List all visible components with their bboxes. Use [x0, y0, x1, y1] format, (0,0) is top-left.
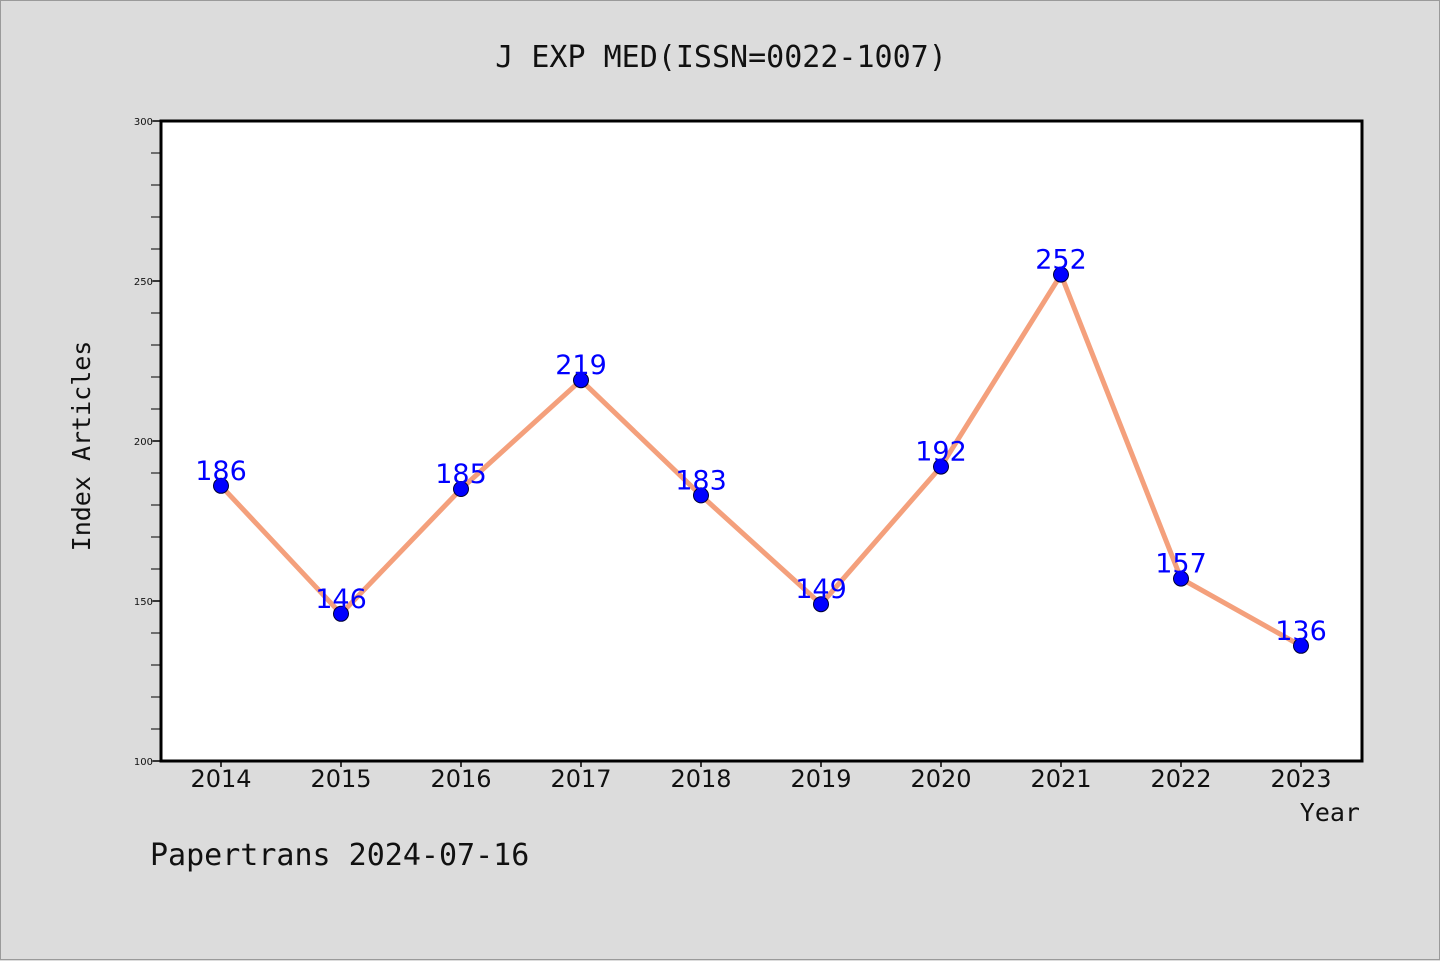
y-tick-label: 100 — [134, 757, 153, 768]
data-point — [813, 596, 829, 613]
data-point — [213, 477, 229, 494]
data-point — [933, 458, 949, 475]
x-tick-label: 2015 — [310, 765, 371, 793]
y-tick-label: 200 — [134, 437, 153, 448]
x-axis-ticks — [220, 761, 1302, 767]
chart-title: J EXP MED(ISSN=0022-1007) — [495, 40, 947, 75]
data-label: 185 — [435, 459, 487, 490]
data-label: 149 — [795, 574, 847, 605]
data-label: 192 — [915, 437, 967, 468]
y-axis-tick-labels: 100 150 200 250 300 — [134, 117, 153, 768]
x-tick-label: 2020 — [910, 765, 971, 793]
x-tick-label: 2018 — [670, 765, 731, 793]
y-tick-label: 300 — [134, 117, 153, 128]
x-tick-label: 2019 — [790, 765, 851, 793]
data-label: 252 — [1035, 245, 1087, 276]
x-tick-label: 2021 — [1030, 765, 1091, 793]
data-point — [333, 605, 349, 622]
y-axis-minor-ticks — [151, 120, 161, 762]
data-label: 157 — [1155, 549, 1207, 580]
data-point — [1293, 637, 1309, 654]
x-axis-label: Year — [1300, 798, 1360, 827]
x-tick-label: 2022 — [1150, 765, 1211, 793]
data-point — [693, 487, 709, 504]
x-tick-label: 2016 — [430, 765, 491, 793]
data-point — [573, 372, 589, 389]
footer-text: Papertrans 2024-07-16 — [150, 838, 529, 873]
y-axis-ticks — [153, 120, 161, 762]
data-point — [1053, 266, 1069, 283]
data-label: 146 — [315, 584, 367, 615]
data-point — [1173, 570, 1189, 587]
data-markers — [213, 266, 1309, 654]
plot-area — [159, 119, 1364, 763]
data-label: 186 — [195, 456, 247, 487]
series-line — [218, 272, 1304, 649]
x-tick-label: 2014 — [190, 765, 251, 793]
data-labels: 186 146 185 219 183 149 192 252 157 136 — [195, 245, 1327, 647]
data-label: 136 — [1275, 616, 1327, 647]
data-point — [453, 481, 469, 497]
x-axis-tick-labels: 2014 2015 2016 2017 2018 2019 2020 2021 2022 2023 — [190, 765, 1331, 793]
data-label: 183 — [675, 465, 727, 496]
y-tick-label: 250 — [134, 277, 153, 288]
data-label: 219 — [555, 350, 607, 381]
y-tick-label: 150 — [134, 597, 153, 608]
x-tick-label: 2023 — [1270, 765, 1331, 793]
y-axis-label: Index Articles — [67, 341, 96, 552]
x-tick-label: 2017 — [550, 765, 611, 793]
